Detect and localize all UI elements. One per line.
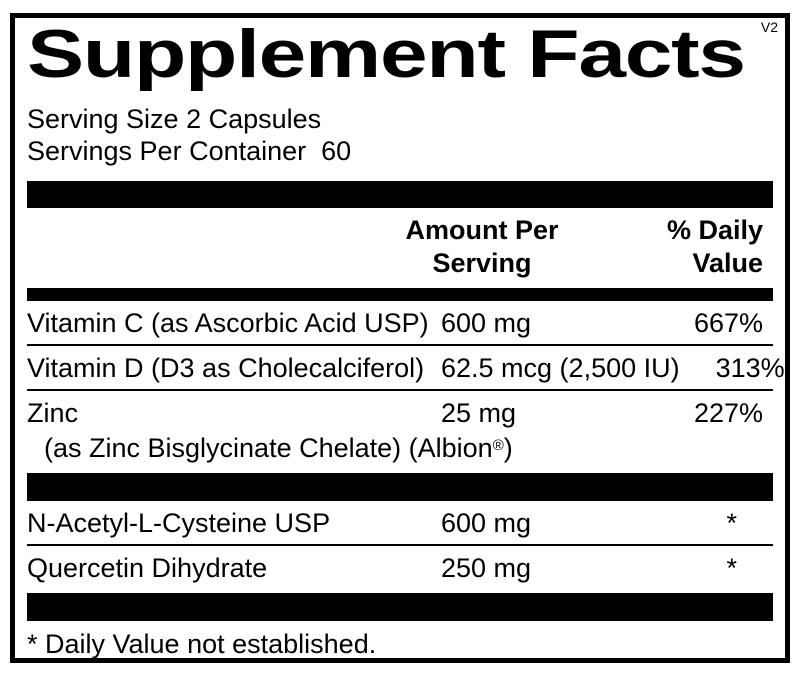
nutrient-daily-value: * [726,553,737,584]
nutrient-amount: 600 mg [441,308,532,339]
column-header-spacer [27,214,357,280]
separator-bar-header [27,288,773,302]
servings-per-container: Servings Per Container 60 [27,136,352,167]
dv-header-line1: % Daily [666,215,763,246]
nutrient-name: N-Acetyl-L-Cysteine USP [27,508,331,539]
nutrient-source-note: (as Zinc Bisglycinate Chelate) (Albion®) [27,431,773,463]
source-note-text: (as Zinc Bisglycinate Chelate) (Albion [44,433,493,464]
nutrient-row-zinc: Zinc 25 mg 227% (as Zinc Bisglycinate Ch… [27,391,773,469]
nutrient-daily-value: 313% [715,353,785,384]
daily-value-footnote: * Daily Value not established. [27,629,377,660]
row-divider [27,544,773,547]
separator-bar-top [27,181,773,209]
nutrient-daily-value: 227% [693,398,763,429]
nutrient-name: Vitamin D (D3 as Cholecalciferol) [27,353,425,384]
version-tag: V2 [760,19,778,35]
nutrient-daily-value: 667% [693,308,763,339]
supplement-facts-label: V2 Supplement Facts Serving Size 2 Capsu… [10,13,790,663]
source-note-close: ) [503,433,513,464]
nutrient-row-quercetin: Quercetin Dihydrate 250 mg * [27,546,773,589]
nutrient-row-nac: N-Acetyl-L-Cysteine USP 600 mg * [27,501,773,544]
separator-bar-middle [27,473,773,502]
separator-bar-bottom [27,593,773,622]
amount-header-line1: Amount Per [405,215,559,246]
nutrient-row-vitamin-c: Vitamin C (as Ascorbic Acid USP) 600 mg … [27,301,773,344]
column-header-amount-per-serving: Amount Per Serving [357,214,607,280]
serving-size: Serving Size 2 Capsules [27,104,322,135]
nutrient-row-vitamin-d: Vitamin D (D3 as Cholecalciferol) 62.5 m… [27,346,785,389]
row-divider [27,344,773,347]
nutrient-amount: 600 mg [441,508,532,539]
nutrient-amount: 25 mg [441,398,517,429]
nutrient-name: Vitamin C (as Ascorbic Acid USP) [27,308,429,339]
dv-header-line2: Value [692,248,763,279]
nutrient-name: Quercetin Dihydrate [27,553,268,584]
column-header-daily-value: % Daily Value [607,214,773,280]
label-title: Supplement Facts [27,16,746,92]
column-header-row: Amount Per Serving % Daily Value [27,214,773,280]
nutrient-name: Zinc [27,398,79,429]
row-divider [27,389,773,392]
nutrient-amount: 250 mg [441,553,532,584]
registered-trademark-symbol: ® [492,437,504,455]
amount-header-line2: Serving [432,248,532,279]
nutrient-amount: 62.5 mcg (2,500 IU) [441,353,680,384]
nutrient-daily-value: * [726,508,737,539]
